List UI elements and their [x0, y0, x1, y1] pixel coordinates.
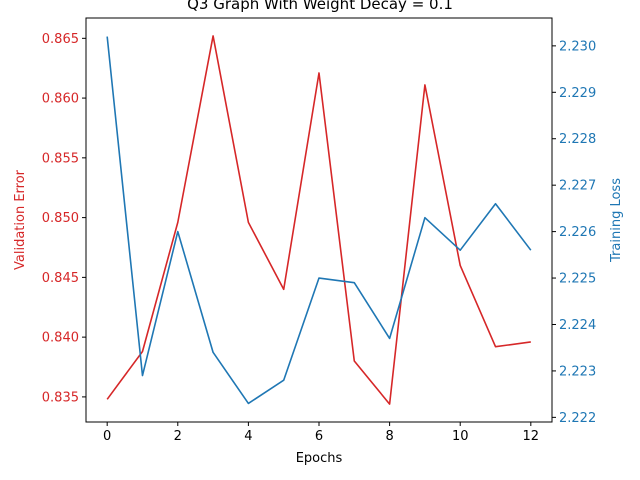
right-y-tick-label: 2.227	[559, 179, 596, 194]
right-y-tick-label: 2.222	[559, 411, 596, 426]
right-y-tick-label: 2.226	[559, 225, 596, 240]
chart-title: Q3 Graph With Weight Decay = 0.1	[187, 0, 453, 13]
right-y-tick-label: 2.228	[559, 132, 596, 147]
x-tick-label: 10	[452, 429, 469, 444]
right-y-axis-ticks: 2.222 2.223 2.224 2.225 2.226 2.227 2.228 2.229…	[552, 39, 596, 426]
x-tick-label: 2	[174, 429, 182, 444]
left-y-axis-label: Validation Error	[13, 169, 28, 270]
plot-frame	[85, 17, 553, 423]
left-y-tick-label: 0.865	[42, 32, 79, 47]
right-y-axis-label: Training Loss	[609, 178, 624, 263]
left-y-tick-label: 0.835	[42, 390, 79, 405]
left-y-tick-label: 0.860	[42, 92, 79, 107]
series-lines	[106, 35, 532, 405]
left-y-axis-ticks: 0.835 0.840 0.845 0.850 0.855 0.860 0.865	[42, 32, 86, 405]
x-tick-label: 6	[315, 429, 323, 444]
x-tick-label: 4	[244, 429, 252, 444]
x-tick-label: 0	[103, 429, 111, 444]
x-tick-label: 12	[523, 429, 540, 444]
right-y-tick-label: 2.224	[559, 318, 596, 333]
x-axis-ticks: 0 2 4 6 8 10 12	[103, 422, 539, 444]
x-tick-label: 8	[385, 429, 393, 444]
series-line-left	[106, 35, 531, 405]
left-y-tick-label: 0.855	[42, 151, 79, 166]
right-y-tick-label: 2.229	[559, 86, 596, 101]
left-y-tick-label: 0.840	[42, 331, 79, 346]
series-line-right	[106, 36, 532, 405]
right-y-tick-label: 2.230	[559, 39, 596, 54]
left-y-tick-label: 0.850	[42, 211, 79, 226]
right-y-tick-label: 2.223	[559, 364, 596, 379]
x-axis-label: Epochs	[296, 451, 343, 466]
right-y-tick-label: 2.225	[559, 272, 596, 287]
left-y-tick-label: 0.845	[42, 271, 79, 286]
